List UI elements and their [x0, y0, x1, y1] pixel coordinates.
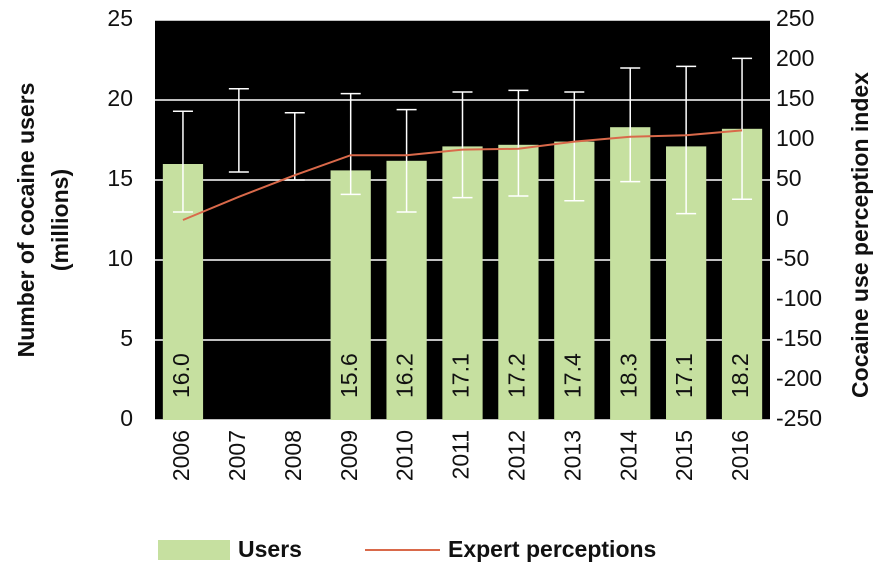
y-tick-label: 10 [107, 245, 133, 271]
y2-tick-label: 200 [776, 45, 814, 71]
y-tick-label: 0 [120, 405, 133, 431]
x-tick-label: 2013 [559, 430, 585, 481]
value-label: 17.1 [448, 353, 474, 398]
x-tick-label: 2006 [168, 430, 194, 481]
y2-axis-title: Cocaine use perception index [847, 72, 873, 398]
value-label: 18.3 [615, 353, 641, 398]
value-label: 17.4 [559, 353, 585, 398]
x-tick-label: 2007 [224, 430, 250, 481]
value-label: 16.0 [168, 353, 194, 398]
x-tick-label: 2008 [280, 430, 306, 481]
y-axis-title: (millions) [47, 169, 73, 271]
bar [330, 170, 371, 420]
y2-tick-label: -250 [776, 405, 822, 431]
x-tick-label: 2009 [336, 430, 362, 481]
value-label: 17.1 [671, 353, 697, 398]
legend-label: Users [238, 536, 302, 562]
y-tick-label: 20 [107, 85, 133, 111]
x-tick-label: 2015 [671, 430, 697, 481]
y2-tick-label: -100 [776, 285, 822, 311]
y2-tick-label: -50 [776, 245, 809, 271]
y2-tick-label: 100 [776, 125, 814, 151]
y2-tick-label: -200 [776, 365, 822, 391]
y-tick-label: 25 [107, 5, 133, 31]
legend-swatch [158, 540, 230, 560]
x-tick-label: 2014 [615, 430, 641, 481]
y-tick-label: 5 [120, 325, 133, 351]
x-tick-label: 2010 [392, 430, 418, 481]
y2-tick-label: 250 [776, 5, 814, 31]
x-tick-label: 2012 [503, 430, 529, 481]
x-tick-label: 2016 [727, 430, 753, 481]
value-label: 16.2 [392, 353, 418, 398]
y2-tick-label: 0 [776, 205, 789, 231]
legend-label: Expert perceptions [448, 536, 656, 562]
y-axis-title: Number of cocaine users [13, 83, 39, 358]
value-label: 15.6 [336, 353, 362, 398]
line [182, 129, 743, 221]
y2-tick-label: -150 [776, 325, 822, 351]
x-tick-label: 2011 [448, 430, 474, 479]
value-label: 17.2 [503, 353, 529, 398]
value-label: 18.2 [727, 353, 753, 398]
y-tick-label: 15 [107, 165, 133, 191]
y2-tick-label: 50 [776, 165, 802, 191]
y2-tick-label: 150 [776, 85, 814, 111]
